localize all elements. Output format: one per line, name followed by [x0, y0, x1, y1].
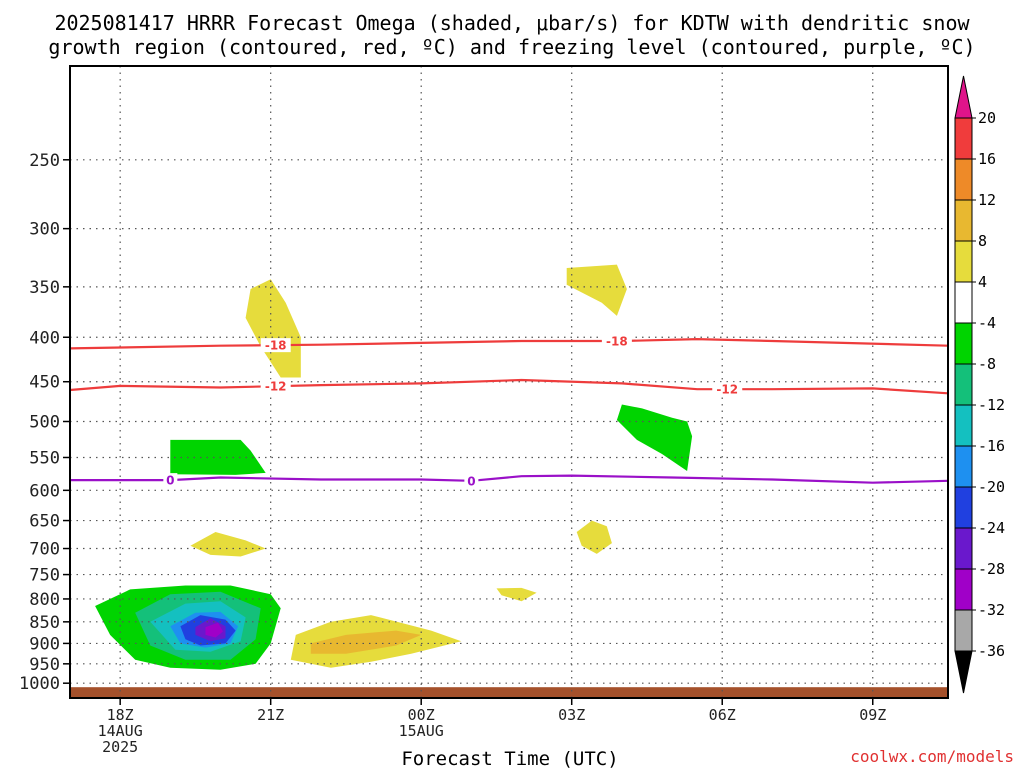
omega-colorbar: 20 16 12 8 4 -4 -8 -12 -16 -20 -24 -28 -32 -36 [954, 75, 1005, 694]
ground-fill [70, 687, 948, 698]
colorbar-bin-0 [954, 117, 973, 160]
ground-layer [70, 687, 948, 698]
colorbar-bin-3 [954, 240, 973, 283]
xtick-label-21Z: 21Z [257, 706, 284, 724]
ytick-label-250: 250 [29, 151, 60, 171]
colorbar-label-11: -28 [978, 560, 1005, 578]
contour-label-2-0: 0 [166, 474, 174, 488]
contour-line-2 [70, 474, 949, 484]
ytick-label-950: 950 [29, 655, 60, 675]
colorbar-label-2: 12 [978, 191, 996, 209]
xtick-label-06Z: 06Z [709, 706, 736, 724]
omega-region-15 [205, 622, 223, 638]
xtick-label-03Z: 03Z [558, 706, 585, 724]
ytick-label-750: 750 [29, 566, 60, 586]
colorbar-label-5: -4 [978, 314, 996, 332]
omega-region-6 [496, 587, 537, 602]
colorbar-label-7: -12 [978, 396, 1005, 414]
omega-shaded-regions [95, 264, 693, 670]
colorbar-label-0: 20 [978, 109, 996, 127]
colorbar-label-12: -32 [978, 601, 1005, 619]
contour-label-1-0: -12 [265, 380, 287, 394]
xtick-sublabel-00Z-0: 15AUG [399, 722, 444, 740]
omega-region-3 [170, 439, 266, 475]
contour-label-bg-2-0 [163, 473, 178, 488]
contour-label-2-1: 0 [467, 474, 475, 488]
ytick-label-900: 900 [29, 634, 60, 654]
plot-area: -18 -18 -12 -12 0 0 [69, 65, 949, 699]
ytick-label-400: 400 [29, 328, 60, 348]
colorbar-bin-10 [954, 527, 973, 570]
colorbar-label-9: -20 [978, 478, 1005, 496]
colorbar-bin-5 [954, 322, 973, 365]
colorbar-top-arrow [954, 75, 973, 119]
ytick-label-550: 550 [29, 448, 60, 468]
colorbar-label-8: -16 [978, 437, 1005, 455]
colorbar-label-1: 16 [978, 150, 996, 168]
xtick-label-09Z: 09Z [859, 706, 886, 724]
contour-label-bg-0-1 [601, 334, 632, 349]
xtick-sublabel-18Z-1: 2025 [102, 738, 138, 756]
contour-label-0-1: -18 [606, 335, 628, 349]
ytick-label-1000: 1000 [19, 674, 60, 694]
gridlines [70, 66, 948, 698]
contour-line-1 [69, 378, 949, 395]
colorbar-bottom-arrow [954, 650, 973, 694]
colorbar-bin-2 [954, 199, 973, 242]
chart-title-line1: 2025081417 HRRR Forecast Omega (shaded, … [54, 11, 970, 35]
temperature-contours: -18 -18 -12 -12 0 0 [69, 334, 949, 488]
ytick-label-450: 450 [29, 373, 60, 393]
omega-region-1 [566, 264, 627, 316]
colorbar-bin-12 [954, 609, 973, 652]
colorbar-label-4: 4 [978, 273, 987, 291]
xtick-sublabel-18Z-0: 14AUG [98, 722, 143, 740]
contour-label-1-1: -12 [716, 383, 738, 397]
colorbar-label-6: -8 [978, 355, 996, 373]
x-axis-label: Forecast Time (UTC) [401, 748, 618, 768]
colorbar-label-13: -36 [978, 642, 1005, 660]
colorbar-bin-7 [954, 404, 973, 447]
ytick-label-800: 800 [29, 590, 60, 610]
contour-label-bg-2-1 [464, 473, 479, 488]
colorbar-bin-9 [954, 486, 973, 529]
credit-text: coolwx.com/models [850, 747, 1014, 766]
contour-label-bg-1-1 [712, 382, 743, 397]
ytick-label-350: 350 [29, 278, 60, 298]
xtick-label-00Z: 00Z [408, 706, 435, 724]
ytick-label-650: 650 [29, 512, 60, 532]
colorbar-bin-1 [954, 158, 973, 201]
chart-title-line2: growth region (contoured, red, ºC) and f… [48, 35, 975, 59]
colorbar-label-3: 8 [978, 232, 987, 250]
ytick-label-500: 500 [29, 412, 60, 432]
ytick-label-700: 700 [29, 540, 60, 560]
pressure-axis: 2503003504004505005506006507007508008509… [19, 151, 70, 694]
colorbar-bin-6 [954, 363, 973, 406]
omega-region-4 [576, 520, 612, 554]
colorbar-bin-8 [954, 445, 973, 488]
contour-line-0 [69, 337, 949, 350]
contour-label-0-0: -18 [265, 339, 287, 353]
contour-label-bg-1-0 [260, 379, 291, 394]
xtick-label-18Z: 18Z [107, 706, 134, 724]
ytick-label-850: 850 [29, 613, 60, 633]
colorbar-bin-4 [954, 281, 973, 324]
colorbar-bin-11 [954, 568, 973, 611]
omega-region-0 [245, 279, 301, 378]
ytick-label-300: 300 [29, 220, 60, 240]
contour-label-bg-0-0 [260, 338, 291, 353]
colorbar-label-10: -24 [978, 519, 1005, 537]
omega-region-8 [310, 630, 422, 654]
ytick-label-600: 600 [29, 481, 60, 501]
omega-region-5 [190, 532, 266, 557]
